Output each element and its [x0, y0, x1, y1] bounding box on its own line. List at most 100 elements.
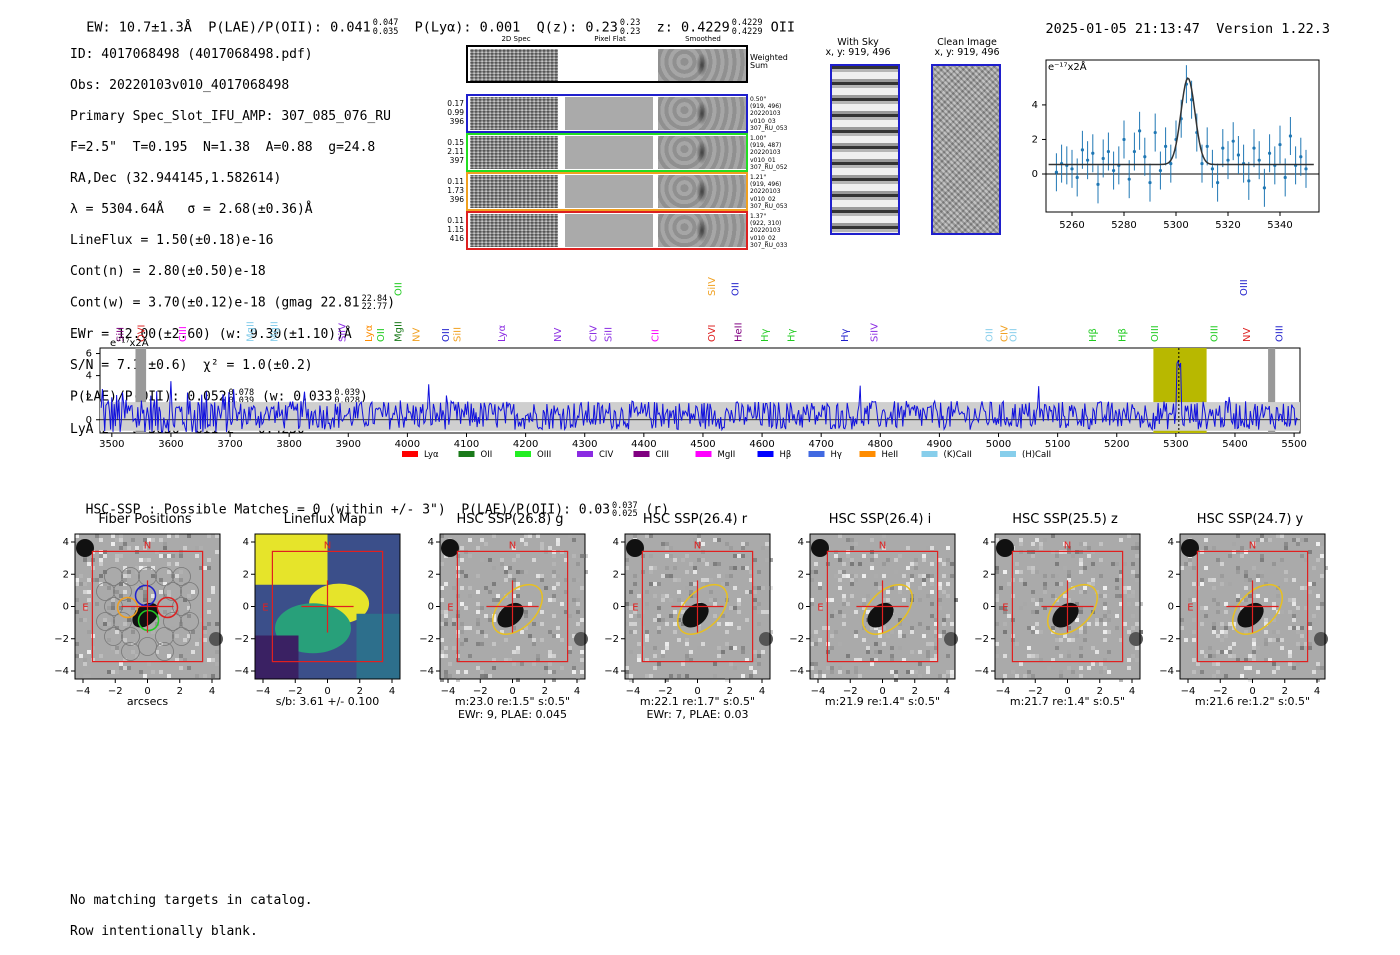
sky-pixel — [761, 650, 765, 654]
sky-pixel — [1292, 598, 1296, 602]
sky-pixel — [123, 542, 127, 546]
sky-pixel — [1240, 670, 1244, 674]
sky-pixel — [757, 602, 761, 606]
sky-pixel — [814, 630, 818, 634]
panel-ytick-label: 0 — [983, 602, 989, 613]
sky-pixel — [814, 562, 818, 566]
sky-pixel — [1240, 674, 1244, 678]
line-label: OIII — [1150, 325, 1161, 342]
cutout-left-values: 0.11 1.15 416 — [440, 216, 464, 243]
panel-ytick-label: 4 — [243, 537, 249, 548]
sky-pixel — [1232, 642, 1236, 646]
sky-pixel — [645, 658, 649, 662]
sky-pixel — [1192, 638, 1196, 642]
fiber-circle — [104, 567, 123, 586]
sky-pixel — [1196, 662, 1200, 666]
sky-pixel — [721, 582, 725, 586]
sky-pixel — [572, 598, 576, 602]
sky-pixel — [1204, 546, 1208, 550]
sky-pixel — [1320, 546, 1324, 550]
sky-pixel — [1244, 570, 1248, 574]
sky-pixel — [665, 566, 669, 570]
sky-pixel — [874, 642, 878, 646]
sky-pixel — [954, 598, 958, 602]
zoom-point — [1164, 144, 1168, 148]
sky-pixel — [1035, 622, 1039, 626]
sky-pixel — [757, 586, 761, 590]
sky-pixel — [508, 574, 512, 578]
spectrum-xtick-label: 4300 — [572, 439, 597, 450]
info-params: F=2.5" T=0.195 N=1.38 A=0.88 g=24.8 — [70, 139, 376, 155]
sky-pixel — [536, 654, 540, 658]
sky-pixel — [838, 570, 842, 574]
sky-pixel — [1031, 674, 1035, 678]
sky-pixel — [1119, 538, 1123, 542]
sky-pixel — [995, 594, 999, 598]
sky-pixel — [159, 554, 163, 558]
sky-pixel — [464, 638, 468, 642]
panel-ytick-label: −4 — [604, 666, 619, 677]
sky-pixel — [689, 650, 693, 654]
sky-pixel — [918, 650, 922, 654]
sky-pixel — [1039, 546, 1043, 550]
cutout-row — [466, 211, 748, 250]
sky-pixel — [1099, 618, 1103, 622]
sky-pixel — [1236, 594, 1240, 598]
sky-pixel — [1308, 590, 1312, 594]
sky-pixel — [1264, 642, 1268, 646]
sky-pixel — [1079, 570, 1083, 574]
sky-pixel — [1135, 622, 1139, 626]
sky-pixel — [950, 562, 954, 566]
fiber-circle — [180, 582, 199, 601]
sky-pixel — [629, 674, 633, 678]
info-lambda: λ = 5304.64Å σ = 2.68(±0.36)Å — [70, 201, 313, 217]
sky-pixel — [167, 594, 171, 598]
sky-pixel — [476, 546, 480, 550]
sky-pixel — [99, 562, 103, 566]
sky-pixel — [552, 670, 556, 674]
sky-pixel — [476, 666, 480, 670]
sky-pixel — [1107, 670, 1111, 674]
sky-pixel — [1276, 594, 1280, 598]
panel-ytick-label: 4 — [798, 537, 804, 548]
sky-pixel — [685, 658, 689, 662]
zoom-point — [1268, 151, 1272, 155]
sky-pixel — [512, 662, 516, 666]
legend-label: HeII — [882, 450, 899, 460]
sky-pixel — [127, 646, 131, 650]
sky-pixel — [1039, 658, 1043, 662]
sky-pixel — [524, 626, 528, 630]
sky-pixel — [119, 546, 123, 550]
fiber-circle — [121, 627, 140, 646]
sky-pixel — [1256, 578, 1260, 582]
sky-pixel — [625, 666, 629, 670]
sky-pixel — [1083, 638, 1087, 642]
flux-map-patch — [356, 613, 400, 679]
sky-pixel — [79, 618, 83, 622]
sky-pixel — [749, 578, 753, 582]
sky-pixel — [822, 626, 826, 630]
sky-pixel — [1320, 574, 1324, 578]
sky-pixel — [179, 654, 183, 658]
sky-pixel — [1031, 542, 1035, 546]
sky-pixel — [1079, 666, 1083, 670]
spectrum-xtick-label: 5500 — [1281, 439, 1306, 450]
sky-pixel — [516, 646, 520, 650]
sky-pixel — [540, 574, 544, 578]
sky-pixel — [741, 646, 745, 650]
sky-pixel — [1184, 562, 1188, 566]
sky-pixel — [1123, 586, 1127, 590]
sky-pixel — [922, 558, 926, 562]
qz-value: Q(z): 0.23 — [536, 19, 618, 36]
sky-pixel — [649, 566, 653, 570]
sky-pixel — [693, 582, 697, 586]
sky-pixel — [741, 546, 745, 550]
sky-pixel — [440, 654, 444, 658]
sky-pixel — [1220, 582, 1224, 586]
sky-pixel — [1131, 562, 1135, 566]
sky-pixel — [87, 650, 91, 654]
sky-pixel — [1063, 634, 1067, 638]
sky-pixel — [1107, 618, 1111, 622]
cutout-pixel-flat — [565, 136, 653, 169]
version: Version 1.22.3 — [1216, 21, 1330, 37]
